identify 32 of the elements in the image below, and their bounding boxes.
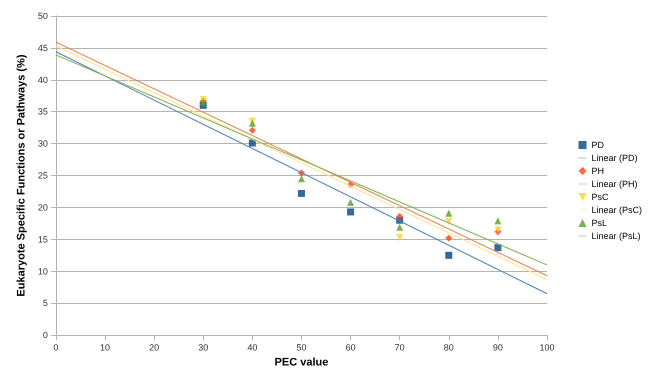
y-tick-label: 40 [38, 74, 48, 85]
legend-label: PD [591, 140, 604, 150]
x-tick-label: 50 [296, 342, 306, 353]
y-tick-label: 25 [38, 170, 48, 181]
x-tick-label: 90 [492, 342, 503, 353]
legend-label: PsL [591, 218, 607, 228]
y-tick-label: 45 [38, 42, 48, 53]
x-tick-label: 60 [346, 342, 356, 353]
y-tick-label: 50 [38, 11, 48, 21]
x-tick-label: 70 [394, 342, 405, 353]
x-tick-label: 40 [247, 342, 258, 353]
x-tick-label: 100 [539, 342, 555, 353]
legend-label: Linear (PsL) [591, 231, 641, 241]
legend-label: Linear (PsC) [591, 205, 642, 215]
legend-label: Linear (PH) [591, 179, 638, 189]
x-tick-label: 20 [149, 342, 160, 353]
y-tick-label: 10 [38, 266, 48, 276]
y-tick-label: 35 [38, 106, 48, 117]
y-tick-label: 20 [38, 202, 48, 212]
legend-label: PsC [591, 192, 609, 202]
x-tick-label: 30 [198, 342, 208, 353]
x-tick-label: 0 [53, 342, 58, 353]
x-tick-label: 80 [444, 342, 454, 353]
legend-label: Linear (PD) [591, 153, 638, 163]
legend-label: PH [591, 166, 604, 176]
y-axis-title: Eukaryote Specific Functions or Pathways (%) [16, 54, 28, 297]
y-tick-label: 15 [38, 234, 48, 244]
y-tick-label: 0 [42, 330, 48, 340]
x-tick-label: 10 [100, 342, 110, 353]
y-tick-label: 30 [38, 138, 48, 149]
y-tick-label: 5 [42, 298, 48, 308]
x-axis-title: PEC value [274, 356, 328, 368]
